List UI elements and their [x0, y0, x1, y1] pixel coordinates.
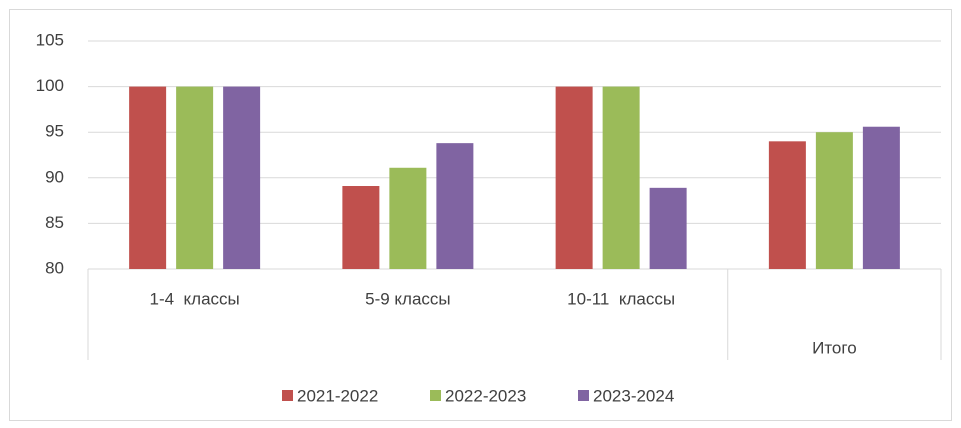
y-tick-label: 90: [45, 167, 64, 186]
bar: [862, 126, 900, 269]
x-tick-label: 5-9 классы: [365, 289, 451, 308]
legend-label: 2022-2023: [445, 386, 526, 405]
legend-swatch: [578, 390, 589, 401]
bar: [342, 186, 380, 269]
bar: [176, 86, 214, 269]
bar: [129, 86, 167, 269]
bar: [768, 141, 806, 269]
bar: [555, 86, 593, 269]
bar: [223, 86, 261, 269]
legend-label: 2023-2024: [593, 386, 674, 405]
legend-swatch: [430, 390, 441, 401]
y-tick-label: 105: [36, 30, 64, 49]
bar: [815, 132, 853, 269]
legend-swatch: [282, 390, 293, 401]
y-tick-label: 85: [45, 213, 64, 232]
bar: [389, 167, 427, 269]
bar: [436, 143, 474, 269]
bar: [602, 86, 640, 269]
x-tick-label: 1-4 классы: [150, 289, 240, 308]
bar: [649, 187, 687, 269]
y-tick-label: 100: [36, 76, 64, 95]
x-tick-label: 10-11 классы: [567, 289, 675, 308]
x-tick-label: Итого: [812, 338, 857, 357]
y-tick-label: 95: [45, 122, 64, 141]
y-tick-label: 80: [45, 258, 64, 277]
legend-label: 2021-2022: [297, 386, 378, 405]
